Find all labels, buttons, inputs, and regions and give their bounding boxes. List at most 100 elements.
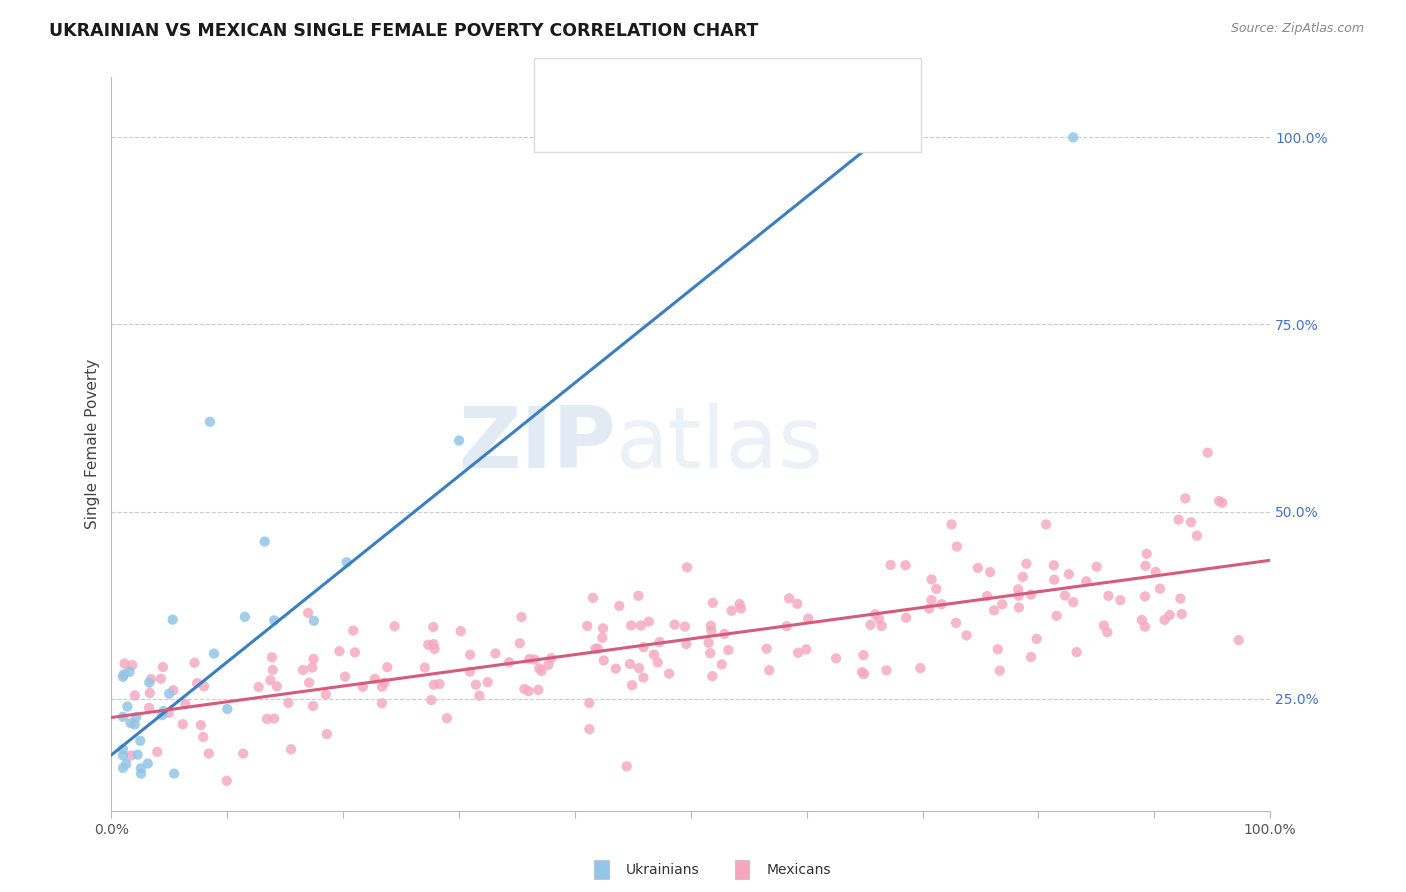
Point <box>1227 633 1250 648</box>
Point <box>138 701 160 715</box>
Point <box>1109 593 1132 607</box>
Point <box>607 599 630 613</box>
Point <box>945 615 967 630</box>
Point <box>1035 517 1057 532</box>
Point <box>418 638 440 652</box>
Point <box>1062 130 1084 145</box>
Point <box>120 716 142 731</box>
Point <box>1043 573 1066 587</box>
Point <box>713 627 735 641</box>
Point <box>1185 529 1208 543</box>
Point <box>121 658 143 673</box>
Point <box>342 624 364 638</box>
Point <box>1053 589 1076 603</box>
Point <box>728 597 751 611</box>
Point <box>730 601 752 615</box>
Point <box>1170 591 1192 606</box>
Point <box>1153 613 1175 627</box>
Point <box>1167 513 1189 527</box>
Point <box>375 660 398 674</box>
Point <box>111 742 134 756</box>
Point <box>468 689 491 703</box>
Point <box>1136 547 1159 561</box>
Point <box>190 718 212 732</box>
Point <box>371 680 394 694</box>
Point <box>1174 491 1197 506</box>
Point <box>301 660 323 674</box>
Point <box>146 745 169 759</box>
Point <box>328 644 350 658</box>
Point <box>302 614 325 628</box>
Point <box>114 657 136 671</box>
Point <box>966 561 988 575</box>
Point <box>256 712 278 726</box>
Point <box>422 637 444 651</box>
Point <box>458 665 481 679</box>
Point <box>111 761 134 775</box>
Point <box>125 710 148 724</box>
Point <box>138 675 160 690</box>
Point <box>628 661 651 675</box>
Point <box>519 652 541 666</box>
Text: Source: ZipAtlas.com: Source: ZipAtlas.com <box>1230 22 1364 36</box>
Point <box>124 689 146 703</box>
Point <box>1170 607 1192 621</box>
Point <box>202 647 225 661</box>
Point <box>232 747 254 761</box>
Point <box>1062 595 1084 609</box>
Point <box>217 702 239 716</box>
Point <box>648 635 671 649</box>
Point <box>1008 600 1031 615</box>
Point <box>1149 582 1171 596</box>
Point <box>1011 570 1033 584</box>
Point <box>162 613 184 627</box>
Point <box>1019 650 1042 665</box>
Point <box>198 415 221 429</box>
Point <box>1025 632 1047 646</box>
Point <box>529 661 551 675</box>
Point <box>1043 558 1066 573</box>
Point <box>509 636 531 650</box>
Point <box>118 665 141 679</box>
Point <box>586 641 609 656</box>
Point <box>658 666 681 681</box>
Point <box>139 672 162 686</box>
Point <box>112 667 135 681</box>
Point <box>700 619 723 633</box>
Y-axis label: Single Female Poverty: Single Female Poverty <box>86 359 100 529</box>
Point <box>1019 588 1042 602</box>
Point <box>315 688 337 702</box>
Point <box>983 603 1005 617</box>
Point <box>333 670 356 684</box>
Point <box>352 680 374 694</box>
Point <box>384 619 406 633</box>
Point <box>183 656 205 670</box>
Point <box>423 678 446 692</box>
Point <box>578 722 600 736</box>
Text: ZIP: ZIP <box>458 403 616 486</box>
Point <box>477 675 499 690</box>
Point <box>1097 625 1119 640</box>
Point <box>263 712 285 726</box>
Point <box>1180 515 1202 529</box>
Point <box>991 598 1014 612</box>
Point <box>921 573 943 587</box>
Text: Mexicans: Mexicans <box>766 863 831 877</box>
Point <box>1007 589 1029 603</box>
Point <box>619 657 641 671</box>
Point <box>582 591 605 605</box>
Point <box>894 558 917 573</box>
Point <box>150 708 173 723</box>
Point <box>259 673 281 688</box>
Point <box>931 597 953 611</box>
Point <box>263 613 285 627</box>
Point <box>894 611 917 625</box>
Point <box>1197 445 1219 459</box>
Point <box>537 657 560 672</box>
Point <box>127 747 149 762</box>
Point <box>124 717 146 731</box>
Point <box>630 618 652 632</box>
Point <box>717 643 740 657</box>
Point <box>316 727 339 741</box>
Point <box>643 648 665 662</box>
